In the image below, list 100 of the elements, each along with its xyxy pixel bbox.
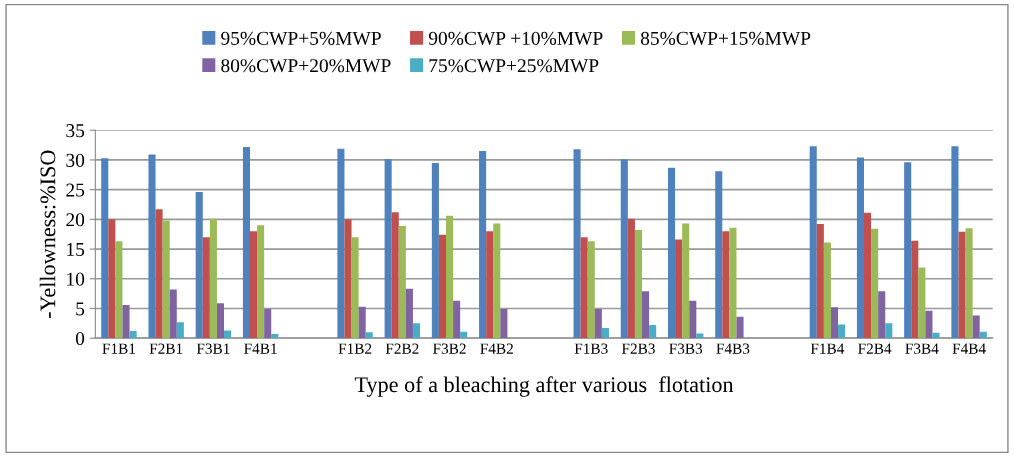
bar bbox=[958, 231, 966, 339]
bar bbox=[431, 162, 439, 339]
bar bbox=[878, 291, 886, 339]
legend-label: 95%CWP+5%MWP bbox=[221, 31, 381, 45]
bar bbox=[885, 323, 893, 339]
x-tick-label: F2B3 bbox=[621, 343, 655, 354]
bar bbox=[864, 212, 872, 339]
x-tick-label: F2B2 bbox=[385, 343, 419, 354]
legend-label: 75%CWP+25%MWP bbox=[429, 59, 599, 73]
bar bbox=[438, 234, 447, 339]
y-tick-label: 5 bbox=[76, 302, 85, 316]
x-tick-label: F3B2 bbox=[433, 343, 466, 354]
bar bbox=[856, 157, 864, 339]
y-tick-label: 35 bbox=[66, 124, 85, 138]
x-tick-label: F3B3 bbox=[669, 343, 703, 354]
legend-label: 85%CWP+15%MWP bbox=[640, 31, 811, 45]
bar bbox=[972, 315, 980, 339]
bar bbox=[830, 307, 839, 339]
bar bbox=[620, 159, 628, 339]
bar bbox=[601, 328, 609, 339]
y-tick-label: 20 bbox=[66, 213, 85, 227]
bar bbox=[446, 215, 454, 339]
bar bbox=[627, 218, 635, 339]
bar bbox=[460, 331, 468, 339]
bar bbox=[911, 240, 919, 339]
bar bbox=[122, 304, 130, 339]
bar bbox=[148, 154, 156, 339]
bar bbox=[979, 331, 987, 339]
y-tick-label: 25 bbox=[66, 183, 85, 197]
bar bbox=[384, 159, 392, 339]
bar bbox=[667, 167, 676, 339]
legend-label: 80%CWP+20%MWP bbox=[221, 59, 391, 73]
bar bbox=[264, 309, 272, 339]
bar bbox=[965, 228, 973, 339]
bar bbox=[587, 241, 595, 339]
bar bbox=[108, 219, 116, 339]
bar bbox=[115, 241, 123, 339]
bar bbox=[398, 225, 406, 339]
bar bbox=[594, 309, 602, 339]
x-tick-label: F3B4 bbox=[905, 343, 939, 354]
bar bbox=[918, 267, 926, 339]
y-tick-label: 0 bbox=[75, 332, 85, 346]
x-tick-label: F1B2 bbox=[338, 343, 372, 354]
bar bbox=[871, 228, 879, 339]
bar bbox=[209, 218, 217, 339]
bar bbox=[195, 192, 203, 339]
bar bbox=[580, 237, 588, 339]
bar bbox=[838, 324, 846, 339]
bar bbox=[271, 334, 279, 339]
bar bbox=[479, 151, 487, 339]
bar bbox=[809, 146, 817, 339]
bar bbox=[224, 330, 232, 339]
bar bbox=[169, 289, 177, 339]
x-tick-label: F1B1 bbox=[102, 343, 135, 354]
bar bbox=[736, 316, 744, 339]
bar bbox=[689, 300, 697, 339]
bar bbox=[682, 223, 690, 339]
bar bbox=[642, 291, 650, 339]
legend-label: 90%CWP +10%MWP bbox=[428, 31, 603, 45]
bar bbox=[129, 331, 137, 339]
bar bbox=[951, 146, 959, 339]
bar bbox=[257, 225, 265, 339]
bar bbox=[493, 223, 501, 339]
bar bbox=[365, 332, 373, 339]
bar bbox=[729, 227, 737, 339]
x-tick-label: F4B1 bbox=[244, 343, 277, 354]
bar bbox=[675, 239, 683, 339]
x-tick-label: F4B2 bbox=[480, 343, 513, 354]
bar bbox=[202, 237, 210, 339]
x-tick-label: F3B1 bbox=[196, 343, 230, 354]
bar bbox=[696, 333, 704, 339]
x-tick-label: F4B3 bbox=[716, 343, 750, 354]
bar bbox=[925, 310, 933, 339]
bar bbox=[649, 325, 657, 339]
bar bbox=[932, 332, 940, 339]
bar bbox=[155, 209, 163, 339]
x-tick-label: F2B1 bbox=[149, 343, 183, 354]
x-tick-label: F1B4 bbox=[810, 343, 845, 354]
bar bbox=[823, 242, 831, 339]
bar bbox=[573, 149, 581, 339]
bar bbox=[405, 288, 413, 339]
bar bbox=[162, 220, 170, 339]
bar bbox=[250, 231, 258, 339]
x-axis-title: Type of a bleaching after various flotation bbox=[354, 376, 734, 397]
bar bbox=[176, 322, 184, 339]
bar bbox=[391, 212, 399, 339]
bar bbox=[816, 224, 824, 339]
bar bbox=[722, 231, 730, 339]
bar bbox=[216, 303, 225, 339]
bar bbox=[351, 237, 359, 339]
bar bbox=[634, 230, 643, 339]
bar bbox=[358, 306, 366, 339]
y-tick-label: 10 bbox=[67, 272, 85, 286]
bar bbox=[904, 162, 912, 339]
bar bbox=[412, 323, 421, 339]
bar bbox=[101, 158, 109, 339]
x-tick-label: F1B3 bbox=[574, 343, 608, 354]
bar bbox=[337, 148, 345, 339]
bar bbox=[500, 309, 508, 339]
y-tick-label: 30 bbox=[66, 153, 85, 167]
